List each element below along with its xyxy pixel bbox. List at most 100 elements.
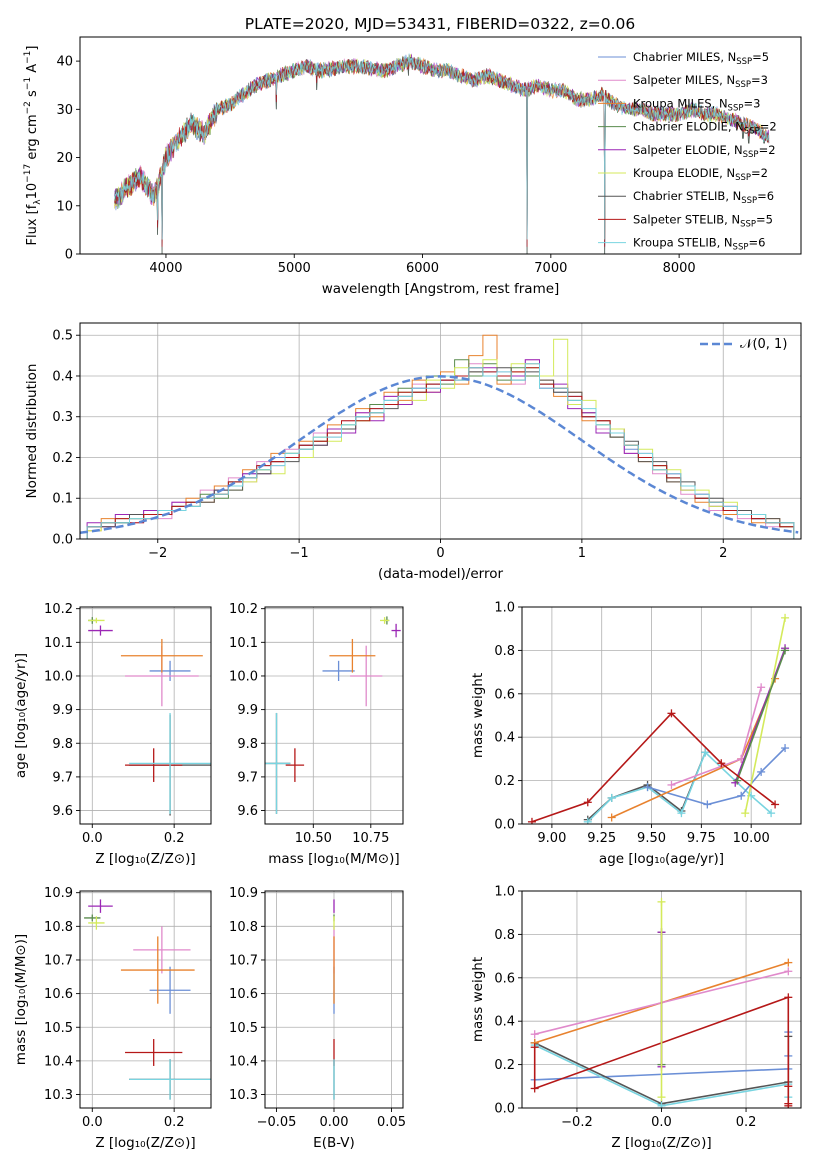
y-tick-label: 10.4 xyxy=(229,1054,258,1069)
weight-marker xyxy=(530,1084,539,1093)
y-tick-label: 10.4 xyxy=(44,1054,73,1069)
y-tick-label: 0.0 xyxy=(494,1102,515,1117)
weight-marker xyxy=(741,809,750,818)
y-tick-label: 0.8 xyxy=(494,644,515,659)
x-axis-label: Z [log₁₀(Z/Z⊙)] xyxy=(95,851,195,867)
weight-line-0 xyxy=(587,752,707,821)
y-tick-label: 9.6 xyxy=(237,804,258,819)
weight-marker xyxy=(643,783,652,792)
y-tick-label: 0.2 xyxy=(52,451,73,466)
panel-weight-vs-Z: −0.2 0.0 0.2 0.0 0.2 0.4 0.6 0.8 1.0 Z [log₁₀(Z/Z… xyxy=(470,885,802,1151)
panel-residuals: −2 −1 0 1 2 0.0 0.1 0.2 0.3 0.4 0.5 (data-model)/er… xyxy=(24,322,802,582)
y-tick-label: 9.9 xyxy=(52,703,73,718)
errorbar-point-5 xyxy=(88,916,105,930)
y-tick-label: 9.8 xyxy=(237,737,258,752)
x-tick-label: 10.75 xyxy=(352,831,389,846)
plot-area xyxy=(527,613,790,824)
weight-marker xyxy=(701,748,710,757)
x-tick-label: 9.00 xyxy=(537,831,566,846)
y-tick-label: 10.8 xyxy=(229,920,258,935)
weight-marker xyxy=(667,780,676,789)
weight-marker xyxy=(703,800,712,809)
y-tick-label: 0.4 xyxy=(494,1015,515,1030)
y-axis-label: mass weight xyxy=(470,673,486,758)
x-tick-label: 0.00 xyxy=(320,1115,349,1130)
weight-marker xyxy=(771,800,780,809)
y-tick-label: 0.5 xyxy=(52,329,73,344)
y-tick-label: 0.6 xyxy=(494,971,515,986)
weight-marker xyxy=(657,897,666,906)
y-tick-label: 0.8 xyxy=(494,928,515,943)
y-tick-label: 10.8 xyxy=(44,920,73,935)
axes-frame xyxy=(79,36,802,255)
y-axis-label: Normed distribution xyxy=(24,364,40,499)
y-tick-label: 9.7 xyxy=(237,770,258,785)
panel-spectrum: 4000 5000 6000 7000 8000 0 10 20 30 40 wavelength … xyxy=(23,36,802,297)
weight-line-7 xyxy=(736,650,786,781)
y-tick-label: 10.1 xyxy=(44,636,73,651)
x-tick-label: −2 xyxy=(148,546,167,561)
y-tick-label: 10 xyxy=(56,199,73,214)
y-tick-label: 9.8 xyxy=(52,737,73,752)
y-tick-label: 10.5 xyxy=(44,1021,73,1036)
x-tick-label: 10.50 xyxy=(295,831,332,846)
errorbar-point-8 xyxy=(265,712,291,814)
y-tick-label: 10.2 xyxy=(229,602,258,617)
y-tick-label: 1.0 xyxy=(494,885,515,900)
weight-marker xyxy=(733,776,742,785)
x-tick-label: 10.00 xyxy=(733,831,770,846)
y-tick-label: 20 xyxy=(56,151,73,166)
y-tick-label: 0.2 xyxy=(494,1058,515,1073)
y-tick-label: 0 xyxy=(65,248,73,263)
x-tick-label: 1 xyxy=(578,546,586,561)
errorbar-point-0 xyxy=(149,660,191,682)
weight-marker xyxy=(717,759,726,768)
x-tick-label: 0.0 xyxy=(651,1115,672,1130)
y-tick-label: 0.0 xyxy=(52,533,73,548)
errorbar-point-2 xyxy=(329,638,376,673)
weight-line-6 xyxy=(744,617,786,814)
y-tick-label: 10.3 xyxy=(44,1088,73,1103)
legend-entry-2: Kroupa MILES, NSSP=3 xyxy=(633,96,760,113)
histogram-series-8 xyxy=(86,363,795,539)
weight-marker xyxy=(657,1093,666,1102)
errorbar-point-7 xyxy=(125,1039,183,1066)
axes-frame xyxy=(264,606,404,825)
panel-age-vs-Z: 0.0 0.2 9.6 9.7 9.8 9.9 10.0 10.1 10.2 Z [log₁₀(Z… xyxy=(13,602,212,867)
x-tick-label: 0.0 xyxy=(82,831,103,846)
weight-marker xyxy=(667,709,676,718)
y-tick-label: 0.2 xyxy=(494,774,515,789)
weight-marker xyxy=(530,1030,539,1039)
errorbar-point-0 xyxy=(322,660,355,682)
y-tick-label: 0.3 xyxy=(52,410,73,425)
x-axis-label: age [log₁₀(age/yr)] xyxy=(599,851,724,867)
x-tick-label: 9.25 xyxy=(587,831,616,846)
weight-marker xyxy=(781,646,790,655)
y-tick-label: 40 xyxy=(56,55,73,70)
weight-marker xyxy=(677,809,686,818)
y-axis-label: age [log₁₀(age/yr)] xyxy=(13,653,29,778)
y-tick-label: 0.6 xyxy=(494,687,515,702)
panel-mass-vs-EBV: −0.05 0.00 0.05 10.3 10.4 10.5 10.6 10.7 10.8 10.… xyxy=(229,886,406,1151)
errorbar-point-4 xyxy=(88,625,113,636)
x-tick-label: −0.2 xyxy=(561,1115,593,1130)
weight-marker xyxy=(757,767,766,776)
plot-area xyxy=(530,897,793,1108)
x-axis-label: Z [log₁₀(Z/Z⊙)] xyxy=(611,1135,711,1151)
y-tick-label: 10.7 xyxy=(44,953,73,968)
x-tick-label: 0 xyxy=(436,546,444,561)
weight-marker xyxy=(784,967,793,976)
panel-age-vs-mass: 10.50 10.75 9.6 9.7 9.8 9.9 10.0 10.1 10.2 mass [… xyxy=(229,602,404,867)
y-tick-label: 0.0 xyxy=(494,818,515,833)
errorbar-point-7 xyxy=(125,748,183,782)
spectrum-series-8 xyxy=(114,53,770,240)
plot-area xyxy=(114,53,770,254)
weight-marker xyxy=(757,683,766,692)
spectrum-series-6 xyxy=(114,56,770,254)
y-tick-label: 10.0 xyxy=(229,669,258,684)
legend-entry-4: Salpeter ELODIE, NSSP=2 xyxy=(633,143,776,160)
legend-entry-8: Kroupa STELIB, NSSP=6 xyxy=(633,236,765,253)
x-tick-label: 6000 xyxy=(406,261,439,276)
y-tick-label: 9.9 xyxy=(237,703,258,718)
x-tick-label: 0.05 xyxy=(377,1115,406,1130)
